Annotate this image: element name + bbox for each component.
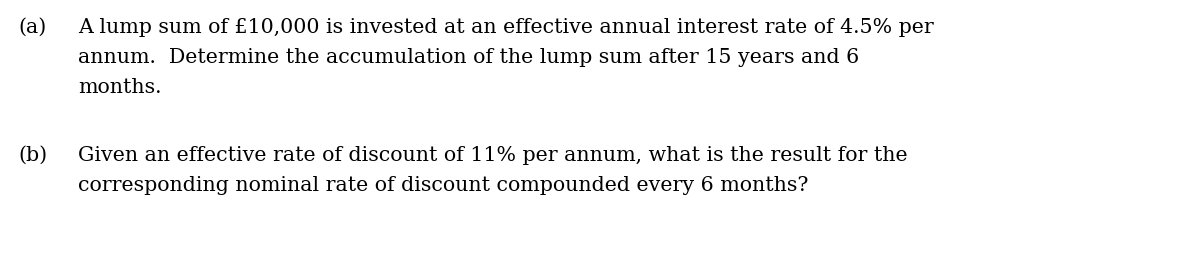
Text: (a): (a) (18, 18, 47, 37)
Text: corresponding nominal rate of discount compounded every 6 months?: corresponding nominal rate of discount c… (78, 176, 809, 195)
Text: months.: months. (78, 78, 162, 97)
Text: A lump sum of £10,000 is invested at an effective annual interest rate of 4.5% p: A lump sum of £10,000 is invested at an … (78, 18, 934, 37)
Text: Given an effective rate of discount of 11% per annum, what is the result for the: Given an effective rate of discount of 1… (78, 146, 907, 165)
Text: annum.  Determine the accumulation of the lump sum after 15 years and 6: annum. Determine the accumulation of the… (78, 48, 859, 67)
Text: (b): (b) (18, 146, 47, 165)
